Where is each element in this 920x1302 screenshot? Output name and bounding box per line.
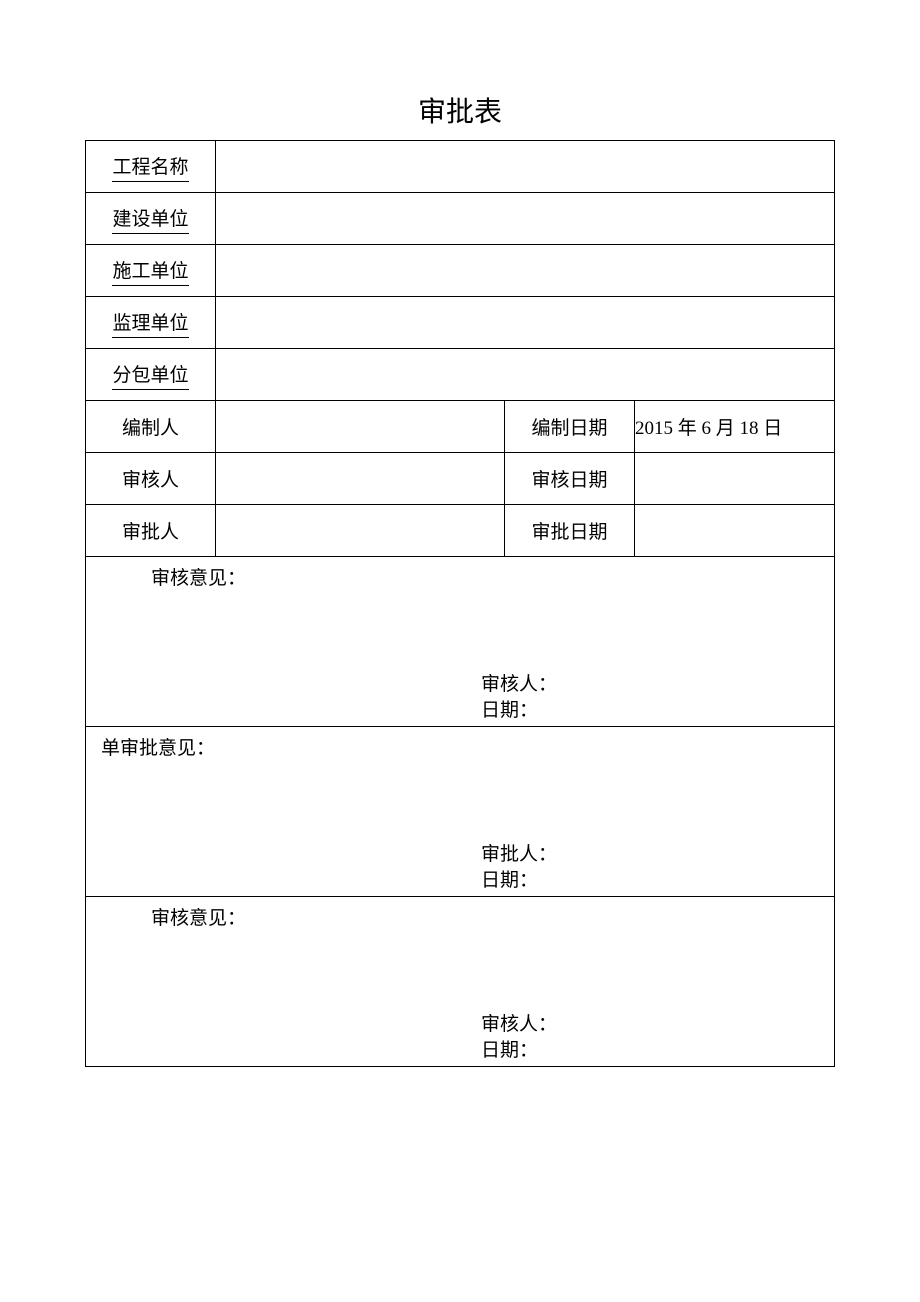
approval-opinion-label: 单审批意见：	[101, 733, 215, 760]
review-signer-label-2: 审核人：	[481, 1012, 557, 1038]
project-name-label: 工程名称	[86, 141, 216, 193]
table-row: 编制人 编制日期 2015 年 6 月 18 日	[86, 401, 835, 453]
reviewer-value	[216, 453, 505, 505]
subcontractor-label: 分包单位	[86, 349, 216, 401]
approval-date-sig-label: 日期：	[481, 868, 557, 894]
approval-opinion-signature: 审批人： 日期：	[481, 842, 557, 894]
contractor-label: 施工单位	[86, 245, 216, 297]
approval-signer-label: 审批人：	[481, 842, 557, 868]
review-opinion-signature: 审核人： 日期：	[481, 672, 557, 724]
approve-date-value	[635, 505, 835, 557]
subcontractor-value	[216, 349, 835, 401]
table-row: 工程名称	[86, 141, 835, 193]
compiler-label: 编制人	[86, 401, 216, 453]
approver-label: 审批人	[86, 505, 216, 557]
review-date-sig-label-2: 日期：	[481, 1038, 557, 1064]
review-opinion-label: 审核意见：	[151, 563, 246, 590]
compile-date-value: 2015 年 6 月 18 日	[635, 401, 835, 453]
table-row: 分包单位	[86, 349, 835, 401]
review-date-sig-label: 日期：	[481, 698, 557, 724]
table-row: 单审批意见： 审批人： 日期：	[86, 727, 835, 897]
reviewer-label: 审核人	[86, 453, 216, 505]
table-row: 监理单位	[86, 297, 835, 349]
table-row: 建设单位	[86, 193, 835, 245]
compile-date-label: 编制日期	[505, 401, 635, 453]
page-title: 审批表	[85, 90, 835, 130]
review-opinion-cell: 审核意见： 审核人： 日期：	[86, 557, 835, 727]
approve-date-label: 审批日期	[505, 505, 635, 557]
review-date-value	[635, 453, 835, 505]
table-row: 审核意见： 审核人： 日期：	[86, 557, 835, 727]
construction-unit-value	[216, 193, 835, 245]
review-date-label: 审核日期	[505, 453, 635, 505]
contractor-value	[216, 245, 835, 297]
review-opinion-signature-2: 审核人： 日期：	[481, 1012, 557, 1064]
review-opinion-cell-2: 审核意见： 审核人： 日期：	[86, 897, 835, 1067]
table-row: 审核人 审核日期	[86, 453, 835, 505]
supervisor-value	[216, 297, 835, 349]
approval-form-table: 工程名称 建设单位 施工单位 监理单位 分包单位 编制人 编制日期 2015 年…	[85, 140, 835, 1067]
table-row: 审批人 审批日期	[86, 505, 835, 557]
construction-unit-label: 建设单位	[86, 193, 216, 245]
compiler-value	[216, 401, 505, 453]
project-name-value	[216, 141, 835, 193]
table-row: 审核意见： 审核人： 日期：	[86, 897, 835, 1067]
supervisor-label: 监理单位	[86, 297, 216, 349]
approval-opinion-cell: 单审批意见： 审批人： 日期：	[86, 727, 835, 897]
review-opinion-label-2: 审核意见：	[151, 903, 246, 930]
table-row: 施工单位	[86, 245, 835, 297]
review-signer-label: 审核人：	[481, 672, 557, 698]
approver-value	[216, 505, 505, 557]
